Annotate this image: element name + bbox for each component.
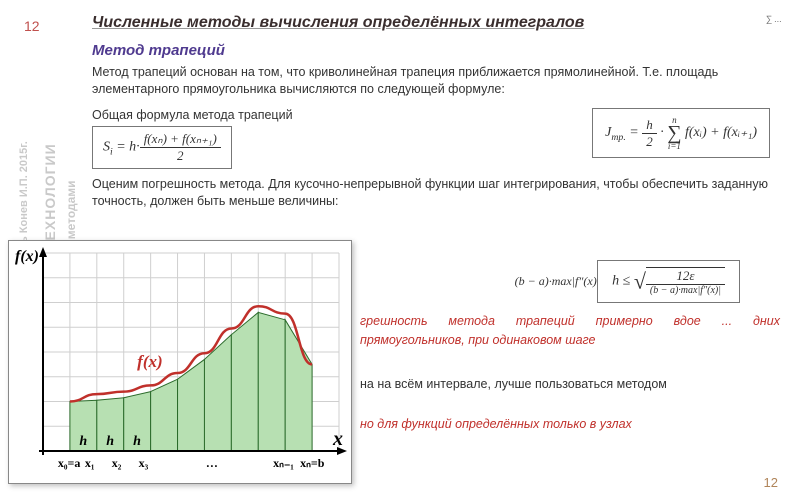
svg-text:x: x [332, 428, 343, 450]
formula-si: Si = h·f(xₙ) + f(xₙ₊₁)2 [92, 126, 232, 169]
trapezoid-chart: f(x) x f(x) h h h x₀=a x₁ x₂ x₃ … xₙ₋₁ xₙ=b [8, 240, 352, 484]
red-note-1: грешность метода трапеций примерно вдое … [360, 312, 780, 350]
watermark-tech: ТЕХНОЛОГИИ [42, 143, 58, 250]
formula-side: (b − a)·max|f″(x)| [515, 274, 600, 289]
error-text: Оценим погрешность метода. Для кусочно-н… [92, 176, 782, 210]
red-note-2: но для функций определённых только в узл… [360, 415, 780, 434]
f3-lhs: h ≤ [612, 274, 634, 289]
f2-fn: h [642, 117, 657, 134]
intro-text: Метод трапеций основан на том, что криво… [92, 64, 782, 98]
formula-caption: Общая формула метода трапеций [92, 108, 293, 122]
svg-text:x₀=a: x₀=a [58, 456, 80, 470]
plain-note-1: на на всём интервале, лучше пользоваться… [360, 376, 780, 394]
f3-frac: 12ε(b − a)·max|f″(x)| [646, 267, 725, 296]
f1-frac: f(xₙ) + f(xₙ₊₁)2 [140, 131, 221, 164]
f3-den: (b − a)·max|f″(x)| [646, 285, 725, 296]
svg-text:…: … [206, 456, 218, 470]
svg-text:f(x): f(x) [137, 352, 162, 371]
svg-text:x₁: x₁ [85, 456, 95, 470]
svg-text:h: h [106, 434, 114, 449]
watermark-author: ль Конев И.П. 2015г. [18, 141, 30, 250]
slide-number-top: 12 [24, 18, 40, 34]
svg-text:xₙ=b: xₙ=b [300, 456, 325, 470]
svg-text:h: h [79, 434, 87, 449]
svg-text:xₙ₋₁: xₙ₋₁ [273, 456, 294, 470]
sqrt-icon: √ [634, 269, 646, 294]
svg-text:h: h [133, 434, 141, 449]
f1-eq: = h· [113, 140, 140, 155]
f2-sumblock: n∑i=1 [667, 115, 681, 151]
subtitle: Метод трапеций [92, 42, 225, 59]
f2-fd: 2 [642, 134, 657, 150]
f1-num: f(xₙ) + f(xₙ₊₁) [140, 131, 221, 148]
f2-low: i=1 [667, 141, 681, 151]
f2-body: f(xᵢ) + f(xᵢ₊₁) [682, 125, 758, 140]
f1-lhs: S [103, 140, 110, 155]
svg-text:x₃: x₃ [139, 456, 149, 470]
svg-text:x₂: x₂ [112, 456, 122, 470]
page-title: Численные методы вычисления определённых… [92, 14, 584, 32]
f2-frac: h2 [642, 117, 657, 150]
f2-dot: · [657, 125, 668, 140]
formula-step: h ≤ √12ε(b − a)·max|f″(x)| [597, 260, 740, 303]
f2-sum: ∑ [667, 125, 681, 141]
formula-jtr: Jтр. = h2 · n∑i=1 f(xᵢ) + f(xᵢ₊₁) [592, 108, 770, 158]
f1-den: 2 [140, 148, 221, 164]
corner-formula: ∑ ... [766, 14, 782, 24]
svg-text:f(x): f(x) [15, 248, 39, 265]
f2-eq: = [626, 125, 642, 140]
f3-num: 12ε [646, 268, 725, 285]
f2-sub: тр. [611, 132, 625, 143]
slide-number-bottom: 12 [764, 475, 778, 490]
